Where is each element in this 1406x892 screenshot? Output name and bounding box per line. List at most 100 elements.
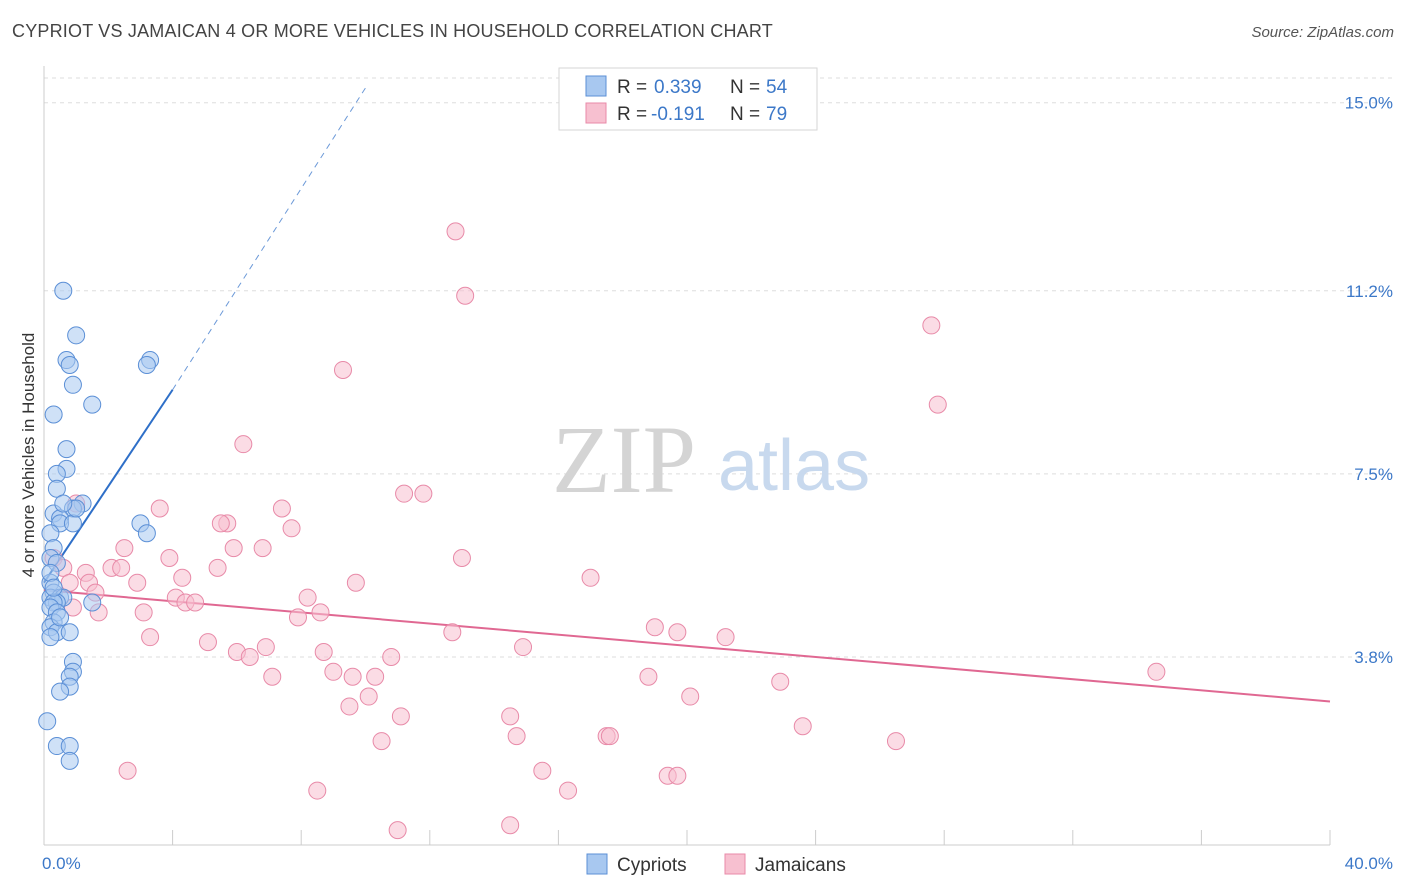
data-point-jamaicans [372, 732, 391, 751]
data-point-jamaicans [414, 484, 433, 503]
data-point-jamaicans [533, 761, 552, 780]
legend-r-value-jamaicans: -0.191 [651, 104, 705, 125]
data-point-jamaicans [311, 603, 330, 622]
data-point-cypriots [54, 281, 73, 300]
data-point-jamaicans [324, 662, 343, 681]
data-point-jamaicans [346, 573, 365, 592]
legend-n-value-cypriots: 54 [766, 77, 788, 98]
legend-r-label-jamaicans: R = [617, 104, 647, 125]
data-point-jamaicans [581, 568, 600, 587]
data-point-jamaicans [359, 687, 378, 706]
trend-line-jamaicans [43, 589, 1331, 703]
data-point-jamaicans [298, 588, 317, 607]
data-point-jamaicans [501, 707, 520, 726]
y-tick-label: 7.5% [1354, 465, 1393, 484]
data-point-jamaicans [928, 395, 947, 414]
data-point-jamaicans [308, 781, 327, 800]
trend-line-cypriots-extension [172, 87, 366, 391]
data-point-jamaicans [128, 573, 147, 592]
data-point-jamaicans [118, 761, 137, 780]
watermark-atlas: atlas [718, 426, 870, 506]
data-point-cypriots [63, 375, 82, 394]
data-point-cypriots [60, 356, 79, 375]
legend-n-label-cypriots: N = [730, 77, 760, 98]
data-point-cypriots [60, 751, 79, 770]
data-point-cypriots [63, 514, 82, 533]
data-point-jamaicans [115, 539, 134, 558]
y-tick-label: 15.0% [1345, 94, 1393, 113]
bottom-legend-swatch-jamaicans [724, 853, 746, 875]
data-point-jamaicans [256, 638, 275, 657]
data-point-jamaicans [514, 638, 533, 657]
data-point-jamaicans [333, 360, 352, 379]
legend-swatch-cypriots [585, 75, 607, 97]
data-point-jamaicans [922, 316, 941, 335]
data-point-jamaicans [446, 222, 465, 241]
data-point-jamaicans [141, 628, 160, 647]
data-point-cypriots [44, 405, 63, 424]
legend-swatch-jamaicans [585, 102, 607, 124]
data-point-jamaicans [272, 499, 291, 518]
data-points [38, 222, 1166, 840]
legend-r-value-cypriots: 0.339 [654, 77, 702, 98]
bottom-legend-label-jamaicans: Jamaicans [755, 855, 846, 876]
data-point-cypriots [41, 628, 60, 647]
legend-n-label-jamaicans: N = [730, 104, 760, 125]
data-point-jamaicans [600, 727, 619, 746]
data-point-jamaicans [282, 519, 301, 538]
data-point-jamaicans [160, 548, 179, 567]
bottom-legend: Cypriots Jamaicans [586, 853, 846, 876]
data-point-cypriots [83, 395, 102, 414]
x-tick-label: 40.0% [1345, 854, 1393, 873]
data-point-cypriots [41, 563, 60, 582]
watermark-zip: ZIP [552, 406, 696, 513]
data-point-jamaicans [1147, 662, 1166, 681]
data-point-cypriots [137, 356, 156, 375]
y-tick-label: 3.8% [1354, 648, 1393, 667]
chart-title: CYPRIOT VS JAMAICAN 4 OR MORE VEHICLES I… [12, 21, 773, 41]
data-point-jamaicans [314, 643, 333, 662]
data-point-cypriots [38, 712, 57, 731]
data-point-jamaicans [886, 732, 905, 751]
trend-line-cypriots [43, 389, 174, 584]
data-point-cypriots [83, 593, 102, 612]
data-point-jamaicans [771, 672, 790, 691]
data-point-jamaicans [645, 618, 664, 637]
data-point-jamaicans [391, 707, 410, 726]
data-point-jamaicans [639, 667, 658, 686]
data-point-jamaicans [240, 647, 259, 666]
x-tick-label: 0.0% [42, 854, 81, 873]
bottom-legend-swatch-cypriots [586, 853, 608, 875]
data-point-jamaicans [134, 603, 153, 622]
tick-labels: 3.8% 7.5% 11.2% 15.0% 0.0% 40.0% [42, 94, 1393, 873]
data-point-jamaicans [793, 717, 812, 736]
data-point-cypriots [67, 326, 86, 345]
data-point-jamaicans [716, 628, 735, 647]
data-point-cypriots [60, 623, 79, 642]
data-point-jamaicans [112, 558, 131, 577]
source-credit: Source: ZipAtlas.com [1251, 24, 1394, 41]
data-point-jamaicans [668, 623, 687, 642]
data-point-jamaicans [340, 697, 359, 716]
data-point-cypriots [47, 479, 66, 498]
data-point-jamaicans [263, 667, 282, 686]
data-point-jamaicans [681, 687, 700, 706]
data-point-cypriots [57, 440, 76, 459]
data-point-jamaicans [343, 667, 362, 686]
data-point-jamaicans [208, 558, 227, 577]
data-point-jamaicans [668, 766, 687, 785]
data-point-jamaicans [60, 573, 79, 592]
trend-lines [43, 87, 1331, 703]
data-point-jamaicans [443, 623, 462, 642]
data-point-jamaicans [456, 286, 475, 305]
legend-r-label-cypriots: R = [617, 77, 647, 98]
data-point-cypriots [41, 524, 60, 543]
grid-lines [44, 77, 1392, 658]
data-point-jamaicans [288, 608, 307, 627]
data-point-cypriots [44, 578, 63, 597]
data-point-jamaicans [452, 548, 471, 567]
data-point-jamaicans [234, 435, 253, 454]
data-point-jamaicans [559, 781, 578, 800]
data-point-jamaicans [507, 727, 526, 746]
